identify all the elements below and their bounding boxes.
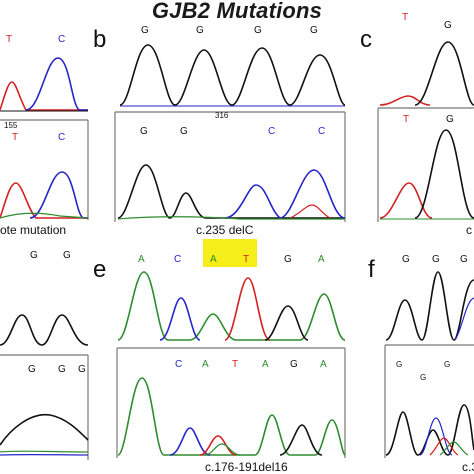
base-call: C [58, 132, 65, 143]
panel-frames [0, 107, 474, 460]
base-call: T [6, 34, 12, 45]
base-call: G [78, 364, 86, 375]
panel-letter-e: e [93, 256, 107, 283]
base-call: G [196, 25, 204, 36]
base-call: G [290, 359, 298, 370]
panel-letter-b: b [93, 26, 107, 53]
base-call: A [138, 254, 145, 265]
base-call: G [446, 114, 454, 125]
base-call: T [232, 359, 238, 370]
base-call: T [12, 132, 18, 143]
caption-e: c.176-191del16 [205, 460, 288, 474]
base-call: G [310, 25, 318, 36]
base-call: G [63, 250, 71, 261]
base-call: G [396, 360, 402, 369]
base-call: A [320, 359, 327, 370]
panel-letter-c: c [360, 26, 372, 53]
base-call: C [175, 359, 182, 370]
base-call: A [202, 359, 209, 370]
panel-f-traces: G G G G G G [385, 254, 474, 456]
caption-c: c [466, 223, 472, 237]
base-call: C [318, 126, 325, 137]
base-call: G [254, 25, 262, 36]
base-call: T [403, 114, 409, 125]
base-call: G [58, 364, 66, 375]
base-call: G [284, 254, 292, 265]
base-call: C [174, 254, 181, 265]
caption-b: c.235 delC [196, 223, 254, 237]
base-call: G [460, 254, 468, 265]
panel-letter-f: f [368, 256, 375, 283]
mutation-highlight-box [203, 239, 257, 267]
base-call: C [58, 34, 65, 45]
base-call: A [318, 254, 325, 265]
caption-f: c.3 [462, 460, 474, 474]
position-label: 316 [215, 111, 229, 120]
panel-c-traces: T G T G [379, 12, 474, 220]
base-call: G [180, 126, 188, 137]
base-call: A [210, 254, 217, 265]
panel-b-traces: G G G G 316 G G C C [117, 25, 346, 220]
figure-title: GJB2 Mutations [151, 0, 323, 23]
base-call: A [262, 359, 269, 370]
base-call: G [420, 373, 426, 382]
panel-e-traces: A C A T G A C A T A G A [117, 254, 346, 456]
base-call: G [444, 20, 452, 31]
base-call: G [444, 360, 450, 369]
base-call: C [268, 126, 275, 137]
base-call: T [243, 254, 249, 265]
base-call: G [30, 250, 38, 261]
base-call: G [432, 254, 440, 265]
position-label: 155 [4, 121, 18, 130]
base-call: T [402, 12, 408, 23]
base-call: G [141, 25, 149, 36]
base-call: G [140, 126, 148, 137]
caption-a: ote mutation [0, 223, 67, 237]
base-call: G [28, 364, 36, 375]
panel-a-traces: T C 155 T C G G G G G [0, 34, 89, 456]
base-call: G [402, 254, 410, 265]
